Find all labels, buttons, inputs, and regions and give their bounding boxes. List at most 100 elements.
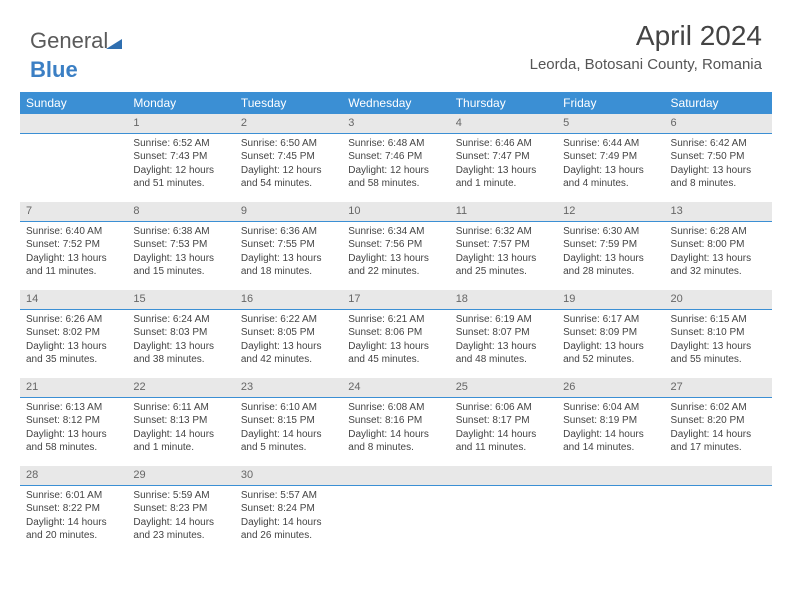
sunset-label: Sunset: 7:55 PM	[241, 238, 336, 252]
calendar-cell: 24Sunrise: 6:08 AMSunset: 8:16 PMDayligh…	[342, 378, 449, 466]
day-number: 24	[342, 378, 449, 398]
day-number: 6	[665, 114, 772, 134]
day-number: 9	[235, 202, 342, 222]
calendar-cell: 13Sunrise: 6:28 AMSunset: 8:00 PMDayligh…	[665, 202, 772, 290]
day-number-empty	[450, 466, 557, 486]
daylight-label-1: Daylight: 13 hours	[563, 340, 658, 354]
daylight-label-2: and 11 minutes.	[26, 265, 121, 279]
weekday-header: Saturday	[665, 92, 772, 114]
calendar-table: SundayMondayTuesdayWednesdayThursdayFrid…	[20, 92, 772, 554]
daylight-label-1: Daylight: 14 hours	[26, 516, 121, 530]
daylight-label-1: Daylight: 13 hours	[671, 252, 766, 266]
day-details: Sunrise: 6:22 AMSunset: 8:05 PMDaylight:…	[235, 310, 342, 371]
daylight-label-2: and 8 minutes.	[671, 177, 766, 191]
daylight-label-2: and 17 minutes.	[671, 441, 766, 455]
daylight-label-1: Daylight: 14 hours	[456, 428, 551, 442]
day-number: 12	[557, 202, 664, 222]
sunset-label: Sunset: 7:46 PM	[348, 150, 443, 164]
calendar-cell: 25Sunrise: 6:06 AMSunset: 8:17 PMDayligh…	[450, 378, 557, 466]
daylight-label-2: and 11 minutes.	[456, 441, 551, 455]
calendar-cell: 3Sunrise: 6:48 AMSunset: 7:46 PMDaylight…	[342, 114, 449, 202]
daylight-label-1: Daylight: 14 hours	[133, 428, 228, 442]
daylight-label-2: and 8 minutes.	[348, 441, 443, 455]
daylight-label-2: and 54 minutes.	[241, 177, 336, 191]
daylight-label-2: and 1 minute.	[133, 441, 228, 455]
daylight-label-2: and 38 minutes.	[133, 353, 228, 367]
sunrise-label: Sunrise: 6:22 AM	[241, 313, 336, 327]
sunset-label: Sunset: 8:05 PM	[241, 326, 336, 340]
daylight-label-1: Daylight: 13 hours	[133, 252, 228, 266]
calendar-cell	[450, 466, 557, 554]
sunset-label: Sunset: 8:17 PM	[456, 414, 551, 428]
daylight-label-1: Daylight: 13 hours	[671, 164, 766, 178]
sunset-label: Sunset: 8:09 PM	[563, 326, 658, 340]
calendar-cell: 27Sunrise: 6:02 AMSunset: 8:20 PMDayligh…	[665, 378, 772, 466]
sunset-label: Sunset: 8:16 PM	[348, 414, 443, 428]
day-details: Sunrise: 6:34 AMSunset: 7:56 PMDaylight:…	[342, 222, 449, 283]
day-details: Sunrise: 6:52 AMSunset: 7:43 PMDaylight:…	[127, 134, 234, 195]
calendar-cell	[557, 466, 664, 554]
sunrise-label: Sunrise: 6:24 AM	[133, 313, 228, 327]
calendar-cell: 1Sunrise: 6:52 AMSunset: 7:43 PMDaylight…	[127, 114, 234, 202]
daylight-label-1: Daylight: 13 hours	[348, 340, 443, 354]
calendar-cell: 14Sunrise: 6:26 AMSunset: 8:02 PMDayligh…	[20, 290, 127, 378]
sunset-label: Sunset: 7:57 PM	[456, 238, 551, 252]
daylight-label-1: Daylight: 13 hours	[26, 340, 121, 354]
day-details: Sunrise: 6:46 AMSunset: 7:47 PMDaylight:…	[450, 134, 557, 195]
day-number: 4	[450, 114, 557, 134]
sunset-label: Sunset: 8:06 PM	[348, 326, 443, 340]
calendar-week-row: 7Sunrise: 6:40 AMSunset: 7:52 PMDaylight…	[20, 202, 772, 290]
calendar-cell: 26Sunrise: 6:04 AMSunset: 8:19 PMDayligh…	[557, 378, 664, 466]
day-number: 22	[127, 378, 234, 398]
daylight-label-1: Daylight: 14 hours	[671, 428, 766, 442]
daylight-label-2: and 14 minutes.	[563, 441, 658, 455]
sunset-label: Sunset: 7:50 PM	[671, 150, 766, 164]
day-number: 1	[127, 114, 234, 134]
day-number: 28	[20, 466, 127, 486]
sunrise-label: Sunrise: 6:42 AM	[671, 137, 766, 151]
calendar-week-row: 21Sunrise: 6:13 AMSunset: 8:12 PMDayligh…	[20, 378, 772, 466]
calendar-cell: 12Sunrise: 6:30 AMSunset: 7:59 PMDayligh…	[557, 202, 664, 290]
calendar-cell	[342, 466, 449, 554]
daylight-label-1: Daylight: 14 hours	[241, 516, 336, 530]
logo: General Blue	[30, 28, 124, 83]
sunrise-label: Sunrise: 6:11 AM	[133, 401, 228, 415]
daylight-label-2: and 55 minutes.	[671, 353, 766, 367]
logo-text-general: General	[30, 28, 108, 53]
calendar-cell: 28Sunrise: 6:01 AMSunset: 8:22 PMDayligh…	[20, 466, 127, 554]
day-number: 26	[557, 378, 664, 398]
day-number: 11	[450, 202, 557, 222]
sunset-label: Sunset: 7:53 PM	[133, 238, 228, 252]
daylight-label-1: Daylight: 13 hours	[563, 252, 658, 266]
sunrise-label: Sunrise: 6:08 AM	[348, 401, 443, 415]
calendar-cell: 21Sunrise: 6:13 AMSunset: 8:12 PMDayligh…	[20, 378, 127, 466]
day-number: 27	[665, 378, 772, 398]
sunrise-label: Sunrise: 6:48 AM	[348, 137, 443, 151]
calendar-week-row: 28Sunrise: 6:01 AMSunset: 8:22 PMDayligh…	[20, 466, 772, 554]
day-number: 19	[557, 290, 664, 310]
daylight-label-1: Daylight: 13 hours	[456, 252, 551, 266]
daylight-label-2: and 28 minutes.	[563, 265, 658, 279]
daylight-label-2: and 42 minutes.	[241, 353, 336, 367]
sunrise-label: Sunrise: 6:17 AM	[563, 313, 658, 327]
sunset-label: Sunset: 7:56 PM	[348, 238, 443, 252]
daylight-label-2: and 48 minutes.	[456, 353, 551, 367]
daylight-label-2: and 58 minutes.	[26, 441, 121, 455]
calendar-cell: 6 Sunrise: 6:42 AMSunset: 7:50 PMDaylight…	[665, 114, 772, 202]
calendar-cell: 29Sunrise: 5:59 AMSunset: 8:23 PMDayligh…	[127, 466, 234, 554]
sunset-label: Sunset: 8:10 PM	[671, 326, 766, 340]
day-number-empty	[20, 114, 127, 134]
daylight-label-1: Daylight: 14 hours	[563, 428, 658, 442]
sunset-label: Sunset: 8:12 PM	[26, 414, 121, 428]
calendar-cell: 9Sunrise: 6:36 AMSunset: 7:55 PMDaylight…	[235, 202, 342, 290]
daylight-label-1: Daylight: 13 hours	[241, 252, 336, 266]
sunset-label: Sunset: 8:22 PM	[26, 502, 121, 516]
day-details: Sunrise: 6:06 AMSunset: 8:17 PMDaylight:…	[450, 398, 557, 459]
calendar-cell	[665, 466, 772, 554]
sunrise-label: Sunrise: 6:19 AM	[456, 313, 551, 327]
day-details: Sunrise: 6:02 AMSunset: 8:20 PMDaylight:…	[665, 398, 772, 459]
daylight-label-1: Daylight: 12 hours	[241, 164, 336, 178]
sunrise-label: Sunrise: 6:32 AM	[456, 225, 551, 239]
daylight-label-1: Daylight: 13 hours	[133, 340, 228, 354]
day-details: Sunrise: 6:11 AMSunset: 8:13 PMDaylight:…	[127, 398, 234, 459]
